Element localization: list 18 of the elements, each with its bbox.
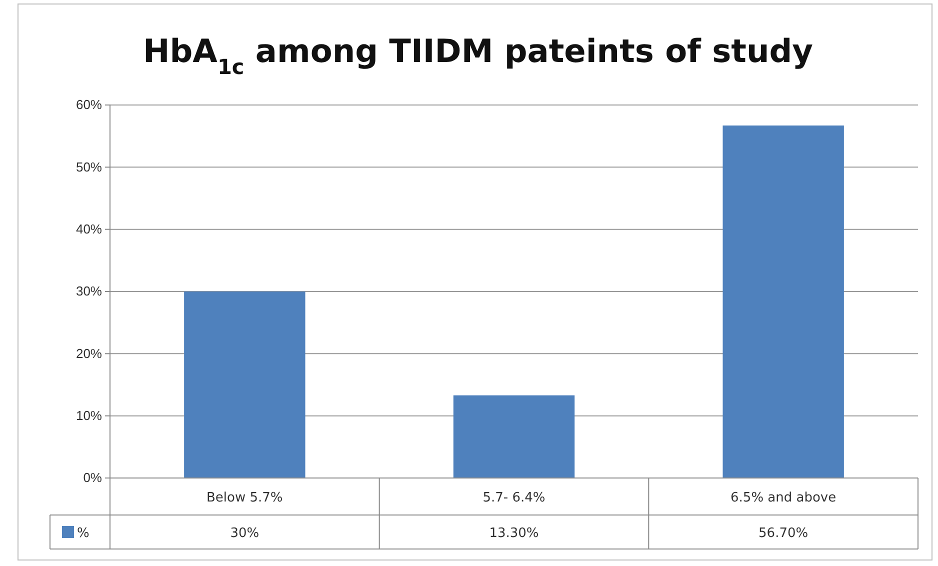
bar bbox=[453, 395, 575, 478]
y-tick-label: 10% bbox=[76, 408, 102, 423]
x-tick-label: 5.7- 6.4% bbox=[482, 490, 546, 506]
y-tick-label: 0% bbox=[83, 470, 102, 486]
data-label: 13.30% bbox=[489, 526, 539, 541]
chart-title: HbA$_{1c}$ among TIIDM pateints of study bbox=[142, 32, 814, 79]
y-tick-label: 40% bbox=[76, 221, 102, 236]
y-tick-label: 60% bbox=[76, 97, 102, 112]
bar bbox=[184, 292, 306, 478]
legend-label: % bbox=[77, 526, 90, 541]
data-label: 56.70% bbox=[758, 526, 808, 541]
y-tick-label: 20% bbox=[76, 346, 102, 361]
bar bbox=[722, 126, 844, 478]
data-label: 30% bbox=[230, 526, 260, 541]
x-tick-label: Below 5.7% bbox=[206, 490, 283, 506]
y-tick-label: 30% bbox=[76, 284, 102, 299]
y-tick-label: 50% bbox=[76, 159, 102, 174]
x-tick-label: 6.5% and above bbox=[730, 490, 836, 506]
